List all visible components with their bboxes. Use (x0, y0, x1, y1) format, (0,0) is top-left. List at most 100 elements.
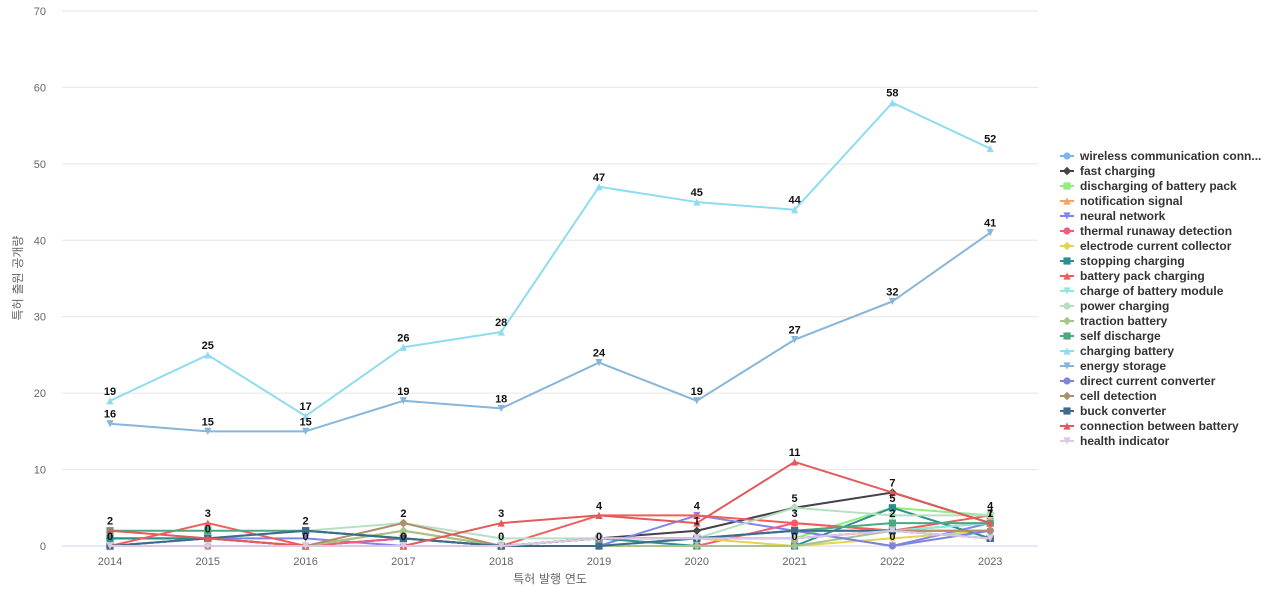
data-point-energy-storage (693, 397, 701, 405)
data-point-connection-between-battery (497, 519, 505, 527)
data-point-health-indicator (106, 542, 114, 550)
data-point-electrode-current-collector (888, 534, 897, 543)
data-point-charging-battery (106, 397, 114, 405)
legend-item-notification-signal[interactable]: notification signal (1060, 194, 1183, 208)
x-tick-label: 2016 (293, 556, 317, 568)
data-label: 0 (400, 531, 406, 543)
data-point-traction-battery (692, 541, 701, 551)
x-tick-label: 2023 (978, 556, 1002, 568)
data-point-connection-between-battery (986, 519, 994, 527)
series-line-connection-between-battery (109, 460, 992, 547)
legend-item-power-charging[interactable]: power charging (1060, 299, 1169, 313)
data-point-charging-battery (791, 206, 799, 214)
legend-marker-icon (1062, 166, 1072, 176)
legend-label: energy storage (1080, 359, 1166, 373)
legend-item-health-indicator[interactable]: health indicator (1060, 434, 1170, 448)
legend-item-battery-pack-charging[interactable]: battery pack charging (1060, 269, 1205, 283)
legend-label: electrode current collector (1080, 239, 1232, 253)
data-label: 3 (498, 508, 504, 520)
legend-marker-icon (1062, 241, 1072, 251)
legend-item-charging-battery[interactable]: charging battery (1060, 344, 1174, 358)
legend-item-direct-current-converter[interactable]: direct current converter (1060, 374, 1216, 388)
data-point-charging-battery (399, 343, 407, 351)
data-point-charging-battery (497, 328, 505, 336)
legend-item-wireless-communication-conn[interactable]: wireless communication conn... (1060, 149, 1261, 163)
data-label: 58 (886, 88, 898, 100)
legend-item-self-discharge[interactable]: self discharge (1060, 329, 1161, 343)
legend-label: charge of battery module (1080, 284, 1224, 298)
legend-marker-icon (1063, 182, 1071, 190)
data-point-neural-network (302, 534, 310, 542)
data-label: 0 (889, 531, 895, 543)
data-label: 28 (495, 317, 507, 329)
data-label: 2 (107, 516, 113, 528)
data-point-buck-converter (595, 542, 603, 550)
data-point-energy-storage (399, 397, 407, 405)
data-point-buck-converter (302, 527, 310, 535)
legend-item-neural-network[interactable]: neural network (1060, 209, 1166, 223)
data-point-stopping-charging (888, 504, 896, 512)
legend-marker-icon (1063, 347, 1071, 355)
data-label: 5 (889, 493, 895, 505)
legend-item-traction-battery[interactable]: traction battery (1060, 314, 1168, 328)
legend-item-buck-converter[interactable]: buck converter (1060, 404, 1166, 418)
data-point-charging-battery (302, 412, 310, 420)
data-label: 15 (202, 416, 214, 428)
legend-label: stopping charging (1080, 254, 1185, 268)
data-label: 45 (691, 187, 703, 199)
legend-marker-icon (1063, 362, 1071, 370)
data-label: 1 (987, 508, 993, 520)
x-tick-label: 2018 (489, 556, 513, 568)
legend-item-cell-detection[interactable]: cell detection (1060, 389, 1157, 403)
legend-item-thermal-runaway-detection[interactable]: thermal runaway detection (1060, 224, 1232, 238)
legend-item-stopping-charging[interactable]: stopping charging (1060, 254, 1185, 268)
data-label: 7 (889, 478, 895, 490)
legend-marker-icon (1063, 287, 1071, 295)
series-connection-between-battery (106, 458, 994, 550)
data-label: 26 (397, 332, 409, 344)
legend-label: wireless communication conn... (1079, 149, 1261, 163)
data-point-energy-storage (986, 229, 994, 237)
legend-item-charge-of-battery-module[interactable]: charge of battery module (1060, 284, 1224, 298)
data-label: 41 (984, 218, 996, 230)
y-tick-label: 0 (40, 541, 46, 553)
data-label: 0 (792, 531, 798, 543)
data-point-power-charging (791, 504, 799, 512)
data-label: 27 (788, 325, 800, 337)
data-point-energy-storage (302, 427, 310, 435)
y-axis-title: 특허 출원 공개량 (11, 236, 25, 321)
data-point-power-charging (986, 511, 994, 520)
data-label: 2 (303, 516, 309, 528)
x-tick-label: 2017 (391, 556, 415, 568)
data-point-connection-between-battery (106, 527, 114, 535)
data-label: 4 (694, 500, 701, 512)
legend-item-fast-charging[interactable]: fast charging (1060, 164, 1155, 178)
data-label: 0 (596, 531, 602, 543)
legend-item-discharging-of-battery-pack[interactable]: discharging of battery pack (1060, 179, 1237, 193)
data-label: 4 (596, 500, 603, 512)
data-point-buck-converter (791, 527, 799, 535)
data-point-health-indicator (204, 542, 212, 550)
data-point-health-indicator (302, 542, 310, 550)
legend-label: battery pack charging (1080, 269, 1205, 283)
series-lines (105, 99, 995, 551)
data-label: 19 (104, 386, 116, 398)
data-point-connection-between-battery (595, 511, 603, 520)
legend-marker-icon (1063, 272, 1071, 280)
data-point-traction-battery (399, 526, 408, 535)
legend-marker-icon (1063, 407, 1071, 415)
data-point-charging-battery (693, 198, 701, 206)
legend-label: charging battery (1080, 344, 1174, 358)
legend-label: fast charging (1080, 164, 1155, 178)
legend-item-energy-storage[interactable]: energy storage (1060, 359, 1166, 373)
legend-item-connection-between-battery[interactable]: connection between battery (1060, 419, 1239, 433)
legend-label: power charging (1080, 299, 1169, 313)
data-label: 17 (299, 401, 311, 413)
data-point-power-charging (497, 534, 505, 542)
data-point-health-indicator (399, 542, 407, 550)
legend-item-electrode-current-collector[interactable]: electrode current collector (1060, 239, 1232, 253)
data-point-energy-storage (595, 358, 603, 367)
data-label: 32 (886, 286, 898, 298)
data-point-charging-battery (986, 144, 994, 153)
